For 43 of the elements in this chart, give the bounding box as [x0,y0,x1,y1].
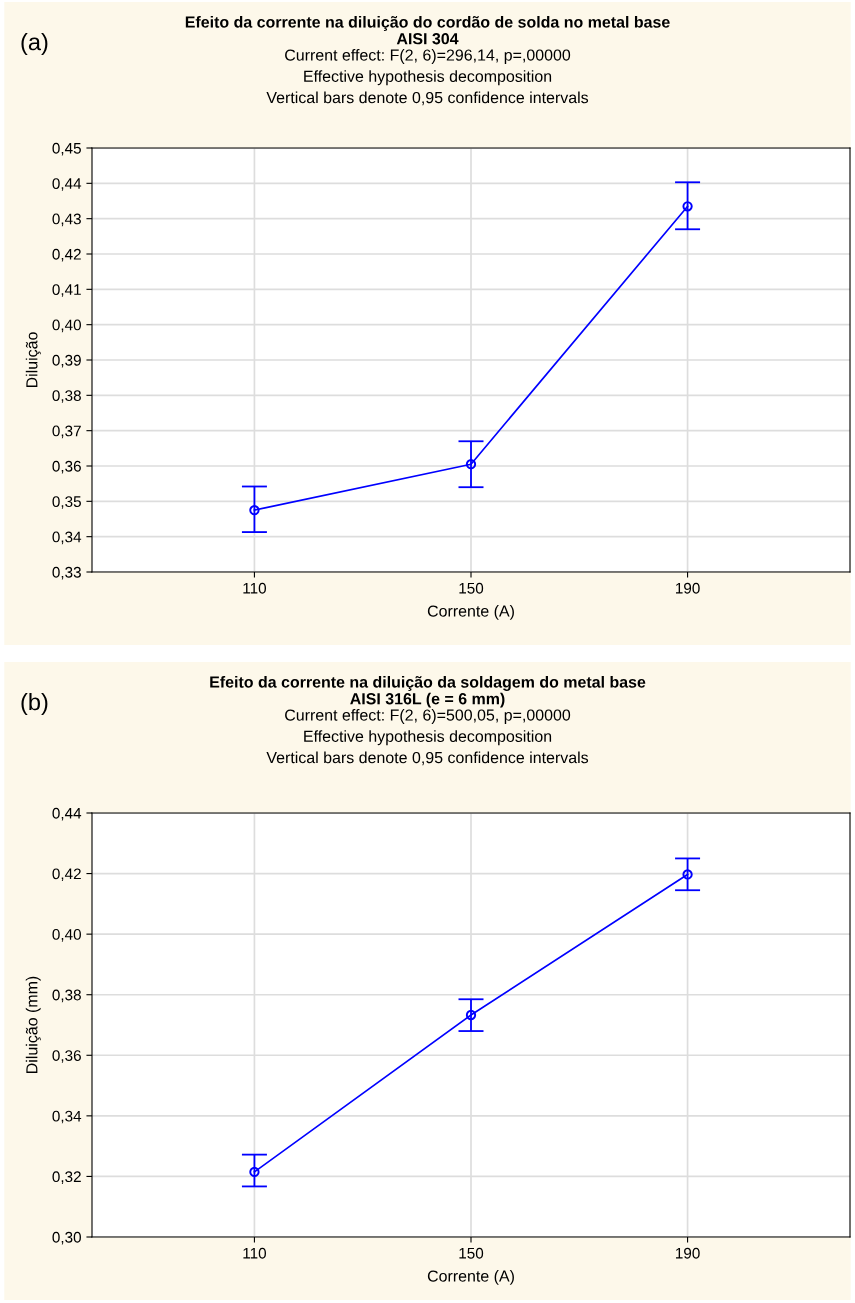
y-tick-label: 0,34 [52,1110,82,1124]
y-axis-title: Diluição (mm) [25,976,41,1073]
text: (b) [21,692,48,715]
y-tick-label: 0,33 [52,566,81,580]
y-tick-label: 0,40 [52,929,81,942]
x-axis-title: Corrente (A) [427,1269,514,1285]
y-tick-label: 0,45 [52,142,81,156]
y-tick-label: 0,44 [52,807,82,821]
point [682,869,693,880]
x-axis-title: Corrente (A) [427,604,514,620]
y-tick-label: 0,34 [52,531,82,545]
x-tick-label: 150 [459,1247,484,1259]
point [465,1009,477,1021]
x-tick-label: 190 [675,582,700,594]
y-tick-label: 0,43 [52,213,81,227]
x-tick-label: 190 [675,1247,700,1259]
y-tick-label: 0,37 [52,425,81,439]
chart-subtitle: Current effect: F(2, 6)=500,05, p=,00000 Effective hypothesis decomposition Vertical bars denote 0,95 confidence intervals [266,709,589,766]
y-tick-label: 0,38 [52,989,81,1003]
y-tick-label: 0,36 [52,460,81,474]
x-tick-label: 110 [243,582,267,594]
y-axis-title: Diluição [25,332,41,388]
y-tick-label: 0,40 [52,319,81,333]
text: (a) [21,33,48,55]
point [249,505,260,516]
y-tick-label: 0,42 [52,868,81,882]
chart-title: Efeito da corrente na diluição da soldagem do metal base AISI 316L (e = 6 mm) [210,676,646,708]
x-tick-label: 110 [243,1247,267,1259]
y-tick-label: 0,44 [52,178,82,191]
chart-title: Efeito da corrente na diluição do cordão de solda no metal base AISI 304 [185,16,670,45]
y-tick-label: 0,32 [52,1171,81,1184]
point [682,201,693,212]
y-tick-label: 0,35 [52,496,81,509]
y-tick-label: 0,41 [52,284,81,297]
y-tick-label: 0,39 [52,354,81,368]
y-tick-label: 0,38 [52,390,81,403]
y-tick-label: 0,36 [52,1050,81,1063]
point [465,459,477,470]
y-tick-label: 0,42 [52,248,81,262]
point [249,1166,260,1178]
y-tick-label: 0,30 [52,1231,81,1245]
chart-subtitle: Current effect: F(2, 6)=296,14, p=,00000 Effective hypothesis decomposition Vertical bars denote 0,95 confidence intervals [266,49,589,106]
x-tick-label: 150 [459,582,484,594]
